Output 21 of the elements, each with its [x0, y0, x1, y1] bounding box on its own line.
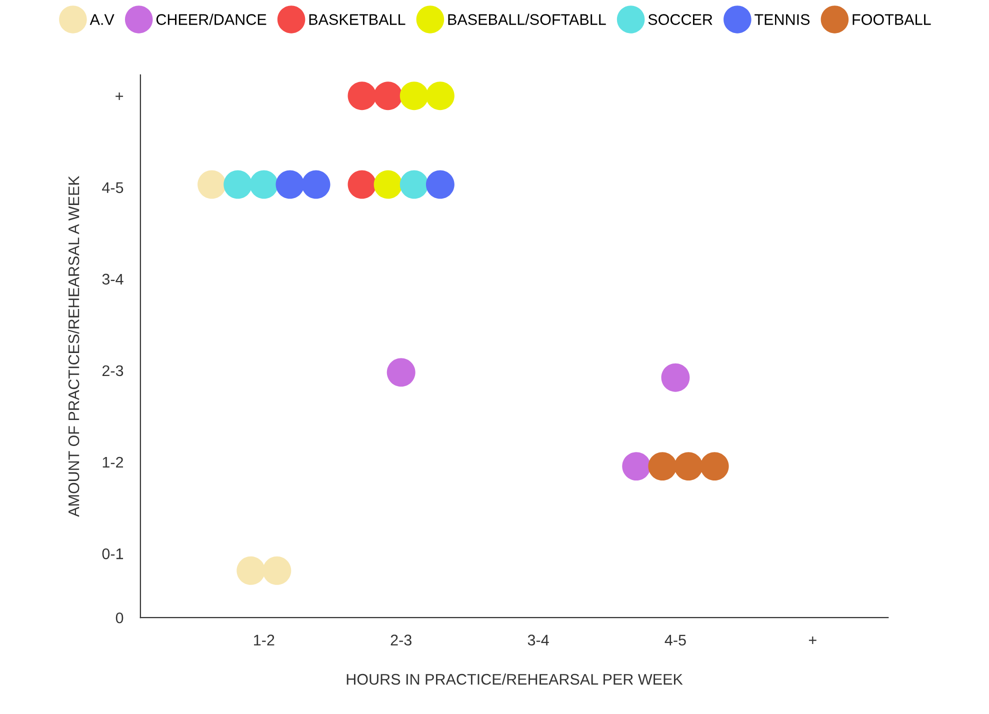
x-tick-label: 3-4 [528, 634, 549, 646]
x-tick-label: + [808, 636, 816, 644]
legend-label: FOOTBALL [852, 14, 931, 25]
legend-label: SOCCER [648, 14, 712, 25]
x-axis-title: HOURS IN PRACTICE/REHEARSAL PER WEEK [346, 674, 683, 685]
category-label: 0-1 [102, 548, 124, 560]
legend-label: A.V [90, 14, 114, 25]
legend-label: BASEBALL/SOFTABLL [448, 14, 606, 25]
y-axis-title: AMOUNT OF PRACTICES/REHEARSAL A WEEK [68, 176, 80, 517]
legend-label: CHEER/DANCE [156, 14, 266, 25]
legend-label: BASKETBALL [309, 14, 406, 25]
category-label: 0 [116, 612, 124, 624]
x-tick-label: 4-5 [664, 634, 686, 646]
legend-label: TENNIS [754, 14, 810, 25]
category-label: + [116, 92, 124, 100]
category-label: 1-2 [102, 456, 124, 468]
x-tick-label: 1-2 [254, 634, 274, 646]
category-label: 4-5 [102, 182, 124, 194]
x-tick-label: 2-3 [390, 634, 412, 646]
category-label: 2-3 [102, 365, 124, 376]
category-label: 3-4 [102, 274, 124, 285]
